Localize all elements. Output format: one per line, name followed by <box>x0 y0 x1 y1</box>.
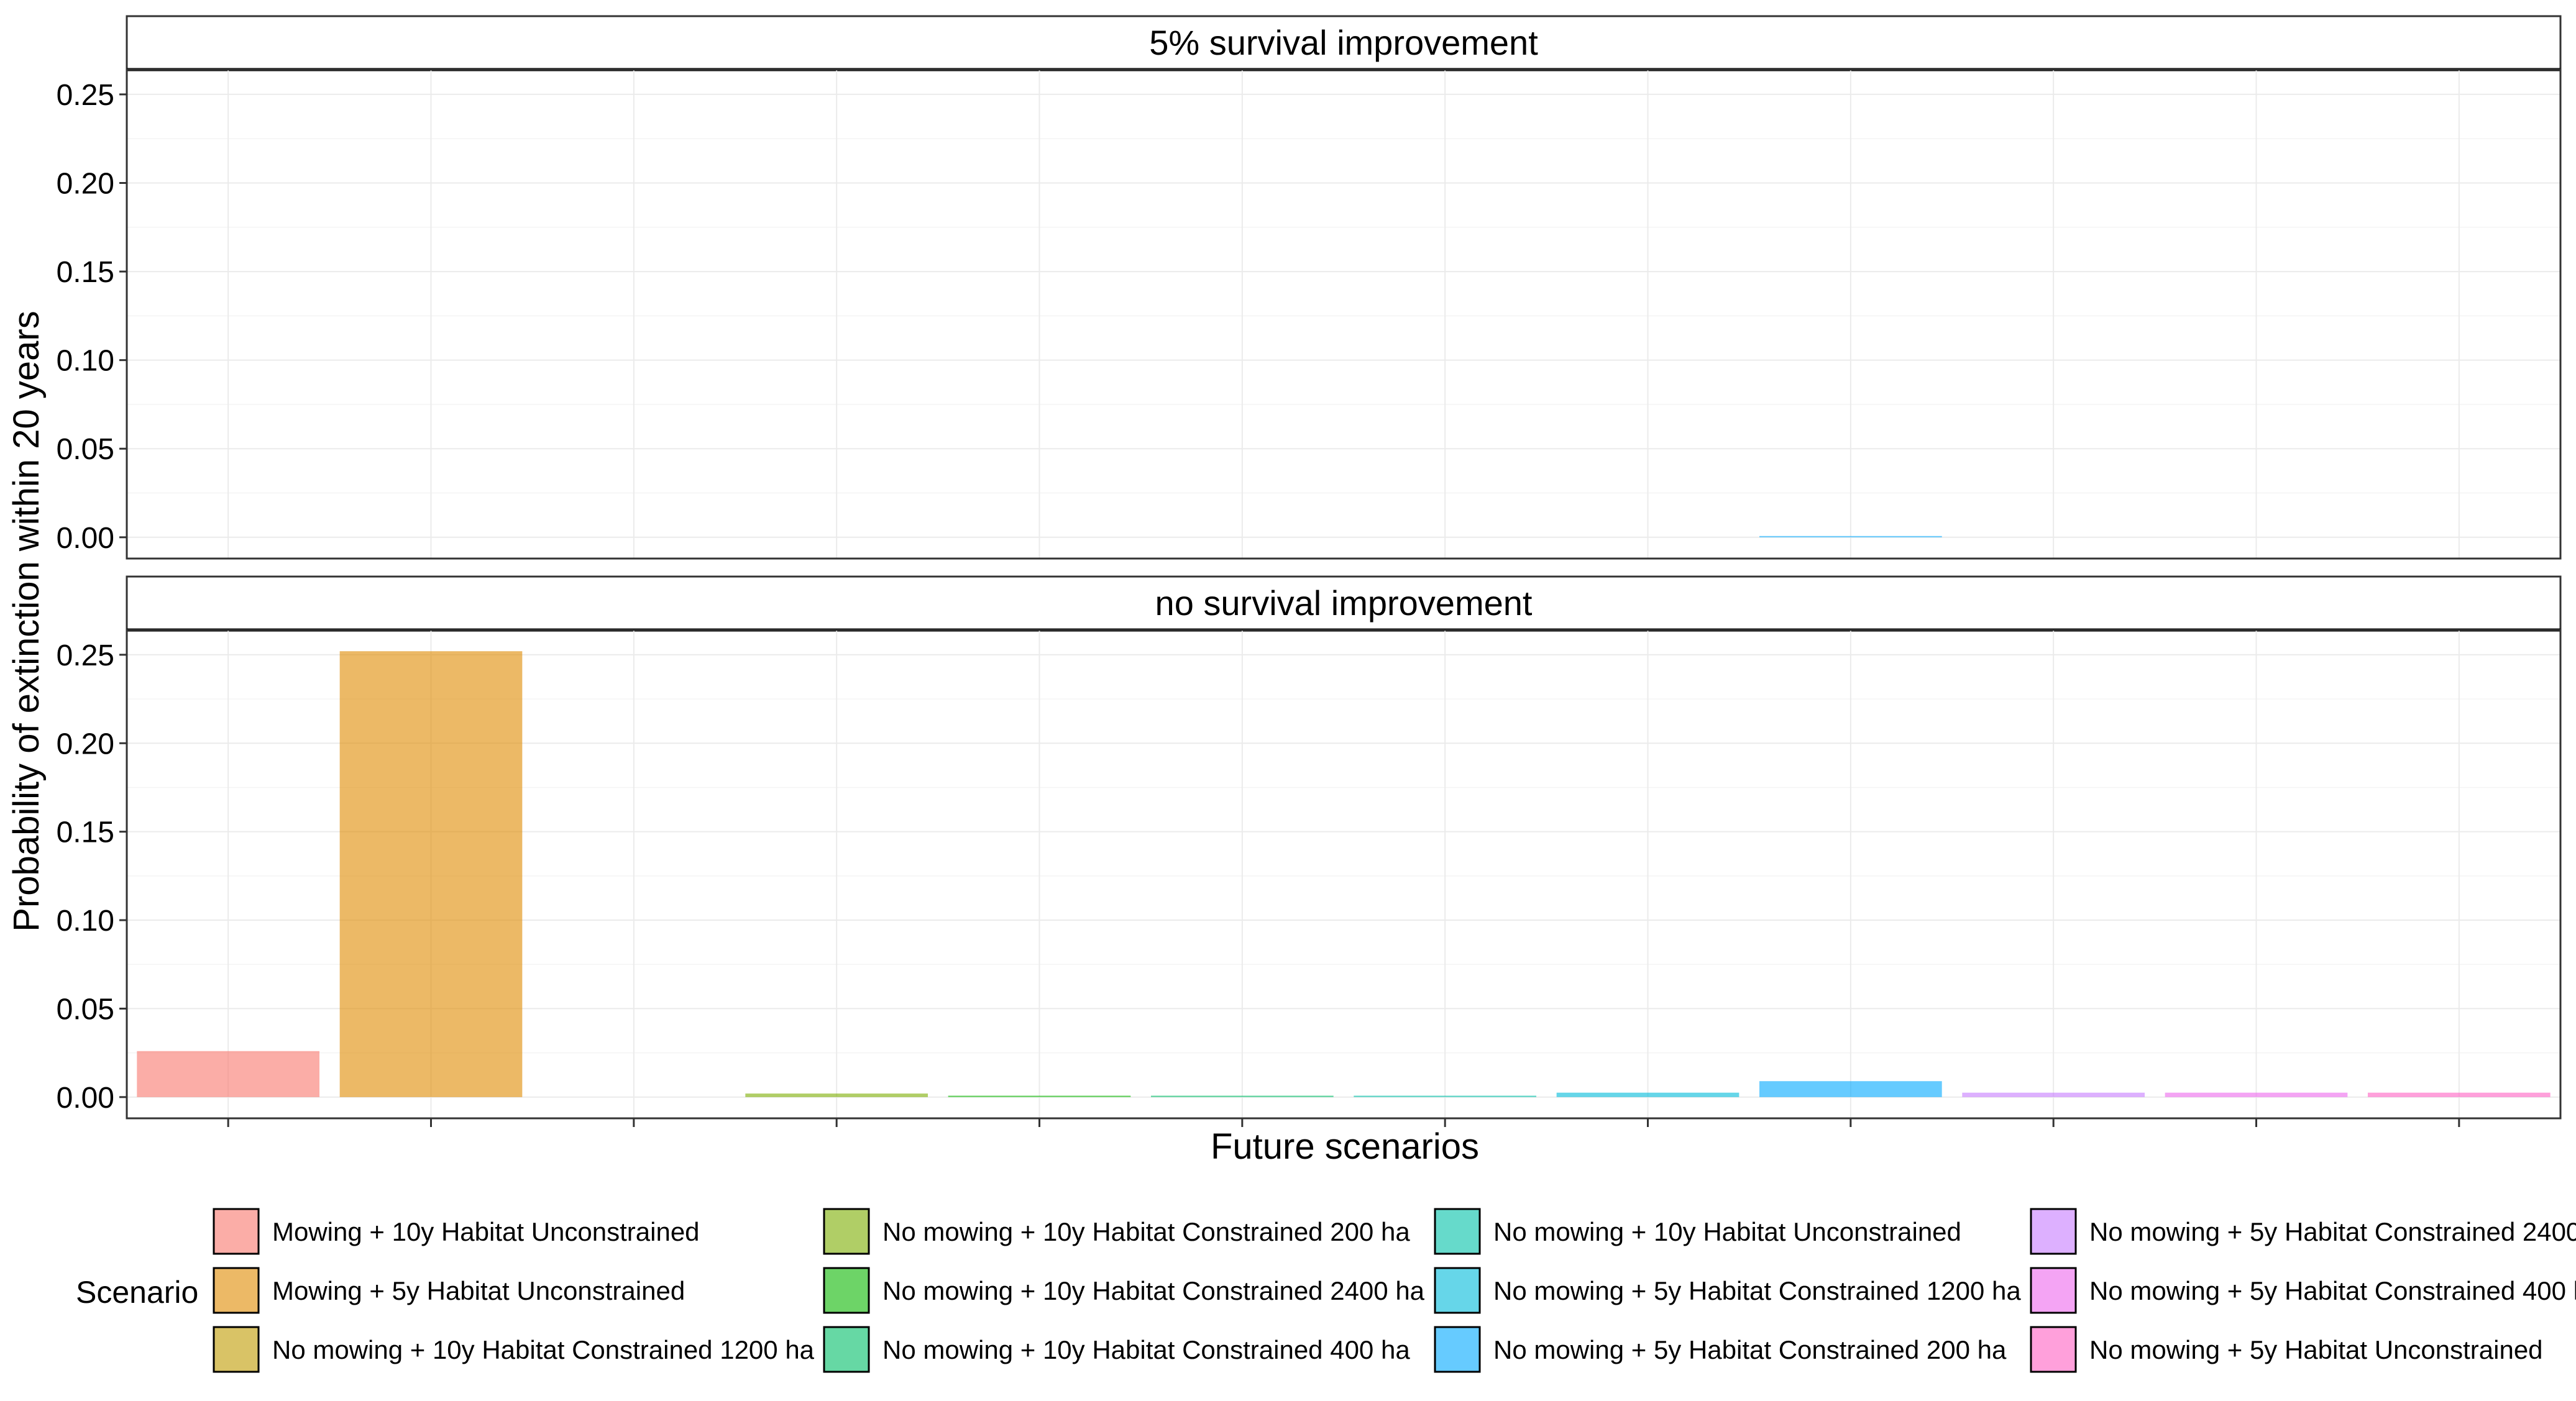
bar <box>1556 1092 1739 1097</box>
panel-border <box>126 68 2562 560</box>
bar <box>137 1051 320 1097</box>
facet-title: 5% survival improvement <box>1149 23 1538 62</box>
legend-item: No mowing + 5y Habitat Constrained 2400 <box>2030 1208 2576 1255</box>
y-axis-title: Probability of extinction within 20 year… <box>6 311 47 931</box>
legend-key <box>823 1208 870 1255</box>
legend-item: No mowing + 5y Habitat Constrained 1200 … <box>1434 1267 2021 1314</box>
y-tick-label: 0.05 <box>57 993 114 1026</box>
legend-label: No mowing + 10y Habitat Constrained 2400… <box>882 1276 1425 1305</box>
legend-label: No mowing + 5y Habitat Constrained 400 h <box>2089 1276 2576 1305</box>
x-axis-title: Future scenarios <box>1211 1126 1479 1167</box>
y-tick-label: 0.10 <box>57 905 114 938</box>
legend-label: No mowing + 10y Habitat Unconstrained <box>1493 1217 1961 1246</box>
legend-key <box>823 1267 870 1314</box>
facet-strip <box>126 575 2562 631</box>
legend-item: No mowing + 10y Habitat Constrained 200 … <box>823 1208 1410 1255</box>
facet-panel: no survival improvement 0.00 0.05 0.10 0.15 0… <box>57 575 2562 1127</box>
y-tick-label: 0.20 <box>57 728 114 760</box>
bar <box>2367 1092 2551 1097</box>
panel-border <box>126 629 2562 1120</box>
y-tick-label: 0.10 <box>57 345 114 378</box>
y-tick-label: 0.15 <box>57 256 114 289</box>
legend-key <box>2030 1267 2077 1314</box>
legend-label: No mowing + 10y Habitat Constrained 400 … <box>882 1335 1410 1364</box>
legend: Scenario Mowing + 10y Habitat Unconstrai… <box>76 1208 2576 1373</box>
bar <box>1759 536 1942 537</box>
legend-key <box>1434 1267 1481 1314</box>
bar <box>339 651 523 1097</box>
bar <box>2165 1092 2348 1097</box>
legend-item: No mowing + 10y Habitat Unconstrained <box>1434 1208 1961 1255</box>
y-tick-label: 0.15 <box>57 816 114 849</box>
bar <box>948 1095 1131 1097</box>
legend-key <box>823 1326 870 1373</box>
legend-item: No mowing + 10y Habitat Constrained 400 … <box>823 1326 1410 1373</box>
legend-item: Mowing + 5y Habitat Unconstrained <box>213 1267 685 1314</box>
legend-label: Mowing + 10y Habitat Unconstrained <box>272 1217 700 1246</box>
legend-key <box>2030 1208 2077 1255</box>
legend-item: No mowing + 5y Habitat Unconstrained <box>2030 1326 2543 1373</box>
legend-label: No mowing + 5y Habitat Constrained 1200 … <box>1493 1276 2021 1305</box>
legend-key <box>213 1326 260 1373</box>
legend-key <box>1434 1208 1481 1255</box>
y-tick-label: 0.05 <box>57 433 114 466</box>
legend-label: No mowing + 5y Habitat Constrained 2400 <box>2089 1217 2576 1246</box>
bar <box>1962 1092 2145 1097</box>
legend-label: Mowing + 5y Habitat Unconstrained <box>272 1276 685 1305</box>
legend-label: No mowing + 10y Habitat Constrained 1200… <box>272 1335 815 1364</box>
legend-item: Mowing + 10y Habitat Unconstrained <box>213 1208 700 1255</box>
legend-item: No mowing + 5y Habitat Constrained 400 h <box>2030 1267 2576 1314</box>
legend-item: No mowing + 5y Habitat Constrained 200 h… <box>1434 1326 2007 1373</box>
legend-item: No mowing + 10y Habitat Constrained 2400… <box>823 1267 1425 1314</box>
legend-key <box>213 1208 260 1255</box>
legend-key <box>1434 1326 1481 1373</box>
legend-label: No mowing + 5y Habitat Unconstrained <box>2089 1335 2543 1364</box>
y-tick-label: 0.20 <box>57 167 114 200</box>
facet-title: no survival improvement <box>1155 583 1533 623</box>
legend-title: Scenario <box>76 1275 198 1310</box>
legend-label: No mowing + 10y Habitat Constrained 200 … <box>882 1217 1410 1246</box>
y-tick-label: 0.00 <box>57 1082 114 1115</box>
facet-strip <box>126 15 2562 71</box>
legend-key <box>213 1267 260 1314</box>
bar <box>1759 1081 1942 1097</box>
facet-panels: 5% survival improvement 0.00 0.05 0.10 0.15 0… <box>57 15 2562 1127</box>
bar <box>1150 1095 1334 1097</box>
facet-panel: 5% survival improvement 0.00 0.05 0.10 0.15 0… <box>57 15 2562 560</box>
bar <box>745 1093 928 1097</box>
legend-item: No mowing + 10y Habitat Constrained 1200… <box>213 1326 815 1373</box>
bar <box>1354 1095 1537 1097</box>
legend-key <box>2030 1326 2077 1373</box>
y-tick-label: 0.00 <box>57 522 114 555</box>
y-tick-label: 0.25 <box>57 79 114 112</box>
legend-label: No mowing + 5y Habitat Constrained 200 h… <box>1493 1335 2007 1364</box>
y-tick-label: 0.25 <box>57 639 114 672</box>
